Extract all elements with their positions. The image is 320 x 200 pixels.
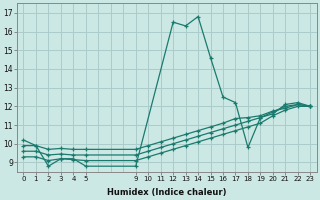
X-axis label: Humidex (Indice chaleur): Humidex (Indice chaleur) — [107, 188, 227, 197]
